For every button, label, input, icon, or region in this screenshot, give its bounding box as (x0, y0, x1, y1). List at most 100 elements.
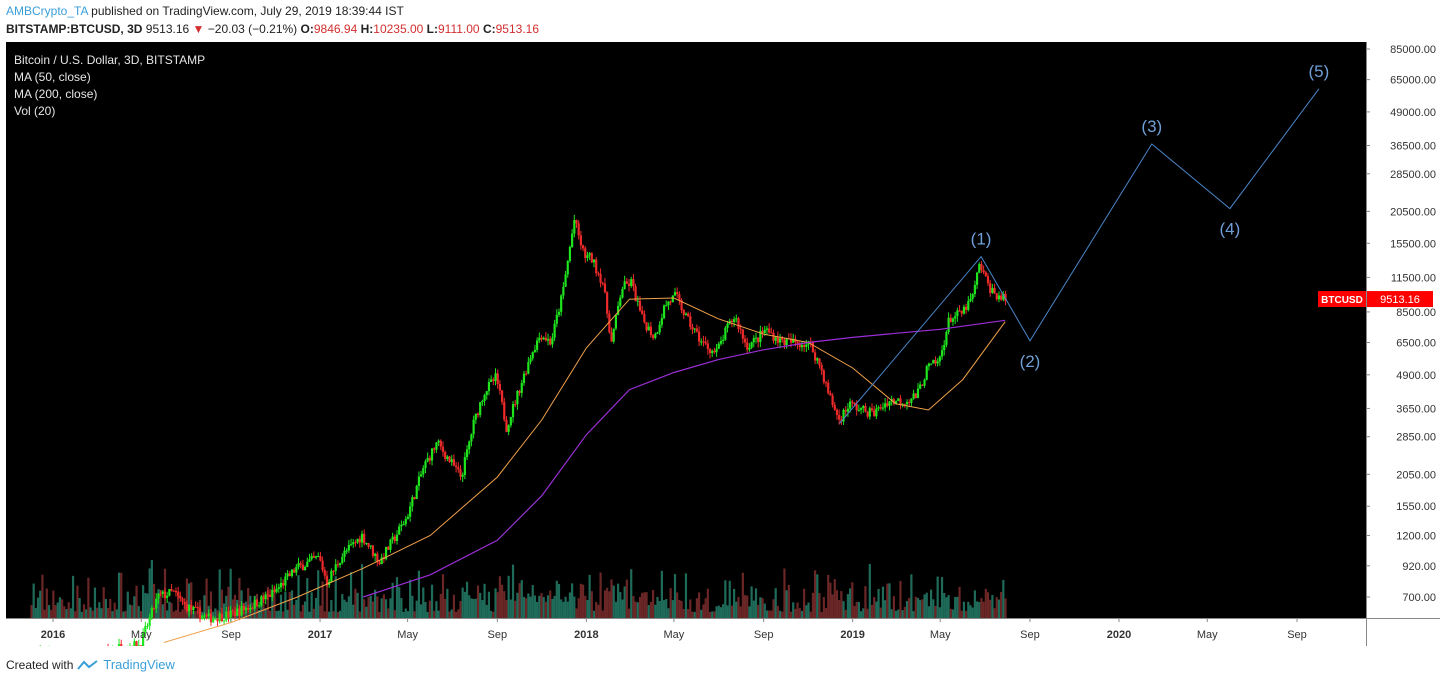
candle-body (739, 328, 742, 330)
volume-bar (835, 590, 839, 618)
volume-bar (844, 609, 847, 618)
open-value: 9846.94 (313, 22, 358, 36)
volume-bar (761, 598, 764, 618)
candle-body (763, 329, 766, 334)
volume-bar (912, 611, 915, 618)
candle-body (218, 613, 221, 622)
candle-body (227, 611, 230, 618)
candle-body (288, 573, 291, 577)
volume-bar (457, 609, 460, 618)
price-tick-label: 11500.00 (1391, 272, 1436, 284)
price-tick-label: 28500.00 (1390, 169, 1436, 181)
candle-body (247, 607, 250, 610)
volume-bar (323, 611, 326, 618)
volume-bar (505, 599, 508, 618)
volume-bar (807, 602, 810, 618)
volume-bar (371, 601, 375, 618)
volume-bar (899, 580, 902, 618)
candle-body (838, 415, 841, 420)
candle-body (813, 352, 817, 361)
volume-bar (146, 593, 149, 618)
candle-body (474, 413, 477, 420)
candle-body (264, 594, 267, 600)
candle-body (345, 550, 348, 552)
volume-bar (752, 600, 755, 618)
volume-bar (726, 605, 729, 618)
candle-body (481, 400, 484, 403)
candle-body (754, 337, 758, 339)
wave-label: (4) (1219, 220, 1240, 239)
candle-body (980, 264, 983, 270)
time-tick-label: May (930, 629, 951, 641)
tradingview-link[interactable]: TradingView (103, 657, 175, 672)
candle-body (168, 589, 171, 596)
volume-bar (1000, 592, 1003, 618)
candle-body (713, 350, 716, 353)
candle-body (242, 605, 245, 610)
candle-body (949, 317, 952, 322)
volume-bar (708, 611, 712, 618)
volume-bar (334, 576, 337, 618)
volume-bar (531, 585, 534, 618)
volume-bar (293, 604, 296, 618)
volume-bar (409, 579, 412, 618)
price-axis[interactable]: 85000.00 65000.00 49000.00 36500.00 28500.00… (1366, 44, 1436, 604)
candle-body (908, 401, 911, 403)
volume-bar (262, 592, 265, 618)
candle-body (581, 245, 585, 249)
volume-bar (700, 609, 703, 618)
candle-body (862, 406, 865, 409)
candle-body (196, 607, 199, 609)
volume-bar (63, 606, 66, 618)
symbol-info-line: BITSTAMP:BTCUSD, 3D 9513.16 ▼ −20.03 (−0… (6, 22, 539, 36)
volume-bar (886, 583, 889, 618)
volume-bar (827, 574, 830, 618)
legend-ma50[interactable]: MA (50, close) (14, 70, 91, 84)
candle-body (954, 316, 957, 319)
volume-bar (951, 609, 955, 618)
candle-body (886, 403, 889, 406)
volume-bar (824, 608, 828, 618)
candle-body (842, 409, 845, 422)
candle-body (879, 407, 882, 409)
legend-ma200[interactable]: MA (200, close) (14, 87, 97, 101)
candle-body (339, 563, 342, 565)
price-chart[interactable]: (1) (2) (3) (4) (5) 85000.00 65000.00 49000.00… (6, 42, 1440, 646)
volume-bar (612, 585, 615, 618)
candle-body (831, 395, 834, 406)
high-value: 10235.00 (373, 22, 424, 36)
volume-bar (330, 600, 333, 618)
volume-bar (759, 597, 762, 618)
candle-body (965, 306, 968, 310)
candle-body (969, 298, 972, 302)
legend-vol[interactable]: Vol (20) (14, 104, 55, 118)
volume-bar (536, 601, 539, 618)
candle-body (892, 399, 895, 404)
candle-body (914, 393, 917, 398)
volume-bar (634, 601, 637, 618)
candle-body (765, 328, 769, 330)
candle-body (374, 553, 377, 556)
volume-bar (838, 599, 841, 618)
candle-body (711, 350, 714, 354)
volume-bar (722, 604, 725, 618)
candle-body (415, 485, 418, 500)
volume-bar (365, 606, 368, 618)
author-link[interactable]: AMBCrypto_TA (6, 4, 88, 18)
volume-bar (177, 591, 180, 618)
time-axis[interactable]: 2016 May Sep 2017 May Sep 2018 May Sep 2019 May Sep… (41, 618, 1307, 641)
volume-bar (135, 585, 138, 618)
candle-body (198, 608, 202, 620)
candle-body (336, 564, 340, 566)
candle-body (943, 344, 946, 351)
volume-bar (317, 570, 320, 618)
volume-bar (665, 599, 668, 618)
volume-bar (61, 599, 64, 618)
volume-bar (671, 600, 674, 618)
candle-body (551, 337, 554, 345)
volume-bar (597, 604, 600, 618)
volume-bar (901, 610, 904, 618)
candle-body (667, 301, 670, 306)
volume-bar (792, 602, 795, 618)
candle-body (536, 340, 539, 350)
